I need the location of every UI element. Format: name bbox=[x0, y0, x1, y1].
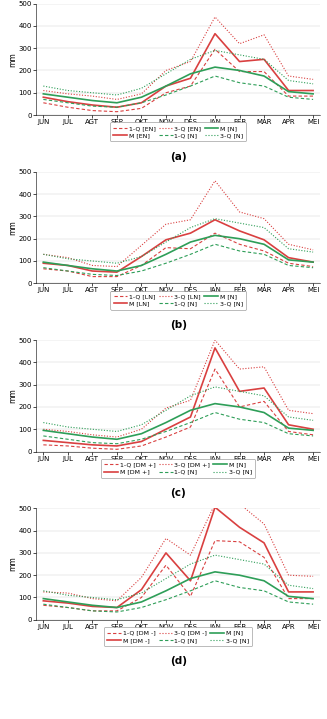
Y-axis label: mm: mm bbox=[8, 557, 17, 572]
Legend: 1-Q [LN], M [LN], 3-Q [LN], 1-Q [N], M [N], 3-Q [N]: 1-Q [LN], M [LN], 3-Q [LN], 1-Q [N], M [… bbox=[111, 290, 246, 310]
Legend: 1-Q [DM -], M [DM -], 3-Q [DM -], 1-Q [N], M [N], 3-Q [N]: 1-Q [DM -], M [DM -], 3-Q [DM -], 1-Q [N… bbox=[104, 627, 252, 646]
Y-axis label: mm: mm bbox=[8, 220, 17, 235]
Y-axis label: mm: mm bbox=[8, 52, 17, 67]
Legend: 1-Q [DM +], M [DM +], 3-Q [DM +], 1-Q [N], M [N], 3-Q [N]: 1-Q [DM +], M [DM +], 3-Q [DM +], 1-Q [N… bbox=[101, 459, 255, 478]
Text: (b): (b) bbox=[170, 320, 187, 330]
Text: (c): (c) bbox=[170, 488, 186, 498]
Y-axis label: mm: mm bbox=[8, 388, 17, 403]
Text: (d): (d) bbox=[170, 656, 187, 667]
Text: (a): (a) bbox=[170, 152, 186, 162]
Legend: 1-Q [EN], M [EN], 3-Q [EN], 1-Q [N], M [N], 3-Q [N]: 1-Q [EN], M [EN], 3-Q [EN], 1-Q [N], M [… bbox=[110, 122, 247, 142]
